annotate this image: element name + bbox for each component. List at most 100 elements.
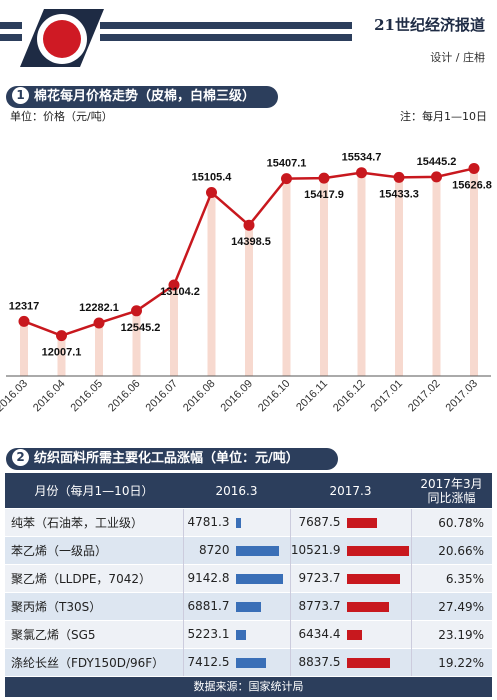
value-2017: 7687.5	[298, 515, 341, 529]
table-row: 纯苯（石油苯，工业级） 4781.3 7687.5 60.78%	[5, 508, 492, 537]
x-tick-label: 2016.09	[219, 378, 256, 415]
value-column	[132, 310, 141, 376]
row-name: 聚乙烯（LLDPE，7042）	[5, 564, 183, 593]
cell-2017: 8773.7	[289, 592, 411, 621]
brand-logo-icon	[20, 9, 104, 67]
data-point	[468, 162, 480, 174]
data-point	[431, 171, 442, 183]
cell-rate: 60.78%	[410, 508, 492, 537]
data-label: 15407.1	[267, 158, 307, 170]
value-2017: 9723.7	[298, 571, 341, 585]
data-point	[131, 305, 142, 317]
column-header-2017: 2017.3	[290, 473, 411, 509]
cell-2017: 7687.5	[289, 508, 411, 537]
bar-2016	[235, 658, 266, 668]
bar-2017	[346, 546, 409, 556]
bar-2016	[235, 546, 279, 556]
value-2016: 9142.8	[187, 571, 230, 585]
x-tick-label: 2016.07	[144, 378, 181, 415]
section-title-price-trend: 1 棉花每月价格走势（皮棉，白棉三级）	[6, 86, 278, 108]
bar-2016	[235, 574, 283, 584]
data-label: 15417.9	[304, 189, 344, 201]
cell-2016: 5223.1	[182, 620, 290, 649]
data-point	[243, 219, 255, 231]
column-header-2016: 2016.3	[183, 473, 290, 509]
value-2016: 7412.5	[187, 655, 230, 669]
x-tick-label: 2017.02	[406, 378, 443, 415]
header: 21世纪经济报道 设计 / 庄枏	[0, 0, 497, 72]
bar-2016	[235, 602, 261, 612]
cell-rate: 20.66%	[410, 536, 492, 565]
value-2016: 6881.7	[187, 599, 230, 613]
value-column	[57, 335, 66, 376]
x-tick-label: 2016.04	[31, 378, 68, 415]
value-column	[20, 321, 28, 376]
section-title-chemicals: 2 纺织面料所需主要化工品涨幅（单位：元/吨）	[6, 448, 338, 470]
cell-rate: 23.19%	[410, 620, 492, 649]
column-header-rate: 2017年3月 同比涨幅	[411, 473, 492, 509]
chart-note: 注：每月1—10日	[400, 110, 487, 123]
value-column	[207, 192, 216, 376]
header-stripe	[100, 22, 352, 29]
row-name: 聚氯乙烯（SG5	[5, 620, 183, 649]
data-label: 14398.5	[231, 236, 271, 248]
cell-2017: 9723.7	[289, 564, 411, 593]
x-tick-label: 2016.12	[331, 378, 368, 415]
value-column	[170, 284, 178, 376]
brand-name: 21世纪经济报道	[374, 16, 485, 34]
value-2016: 8720	[198, 543, 230, 557]
data-label: 13104.2	[160, 286, 200, 298]
value-column	[95, 322, 103, 376]
section-number: 1	[12, 87, 29, 104]
row-name: 涤纶长丝（FDY150D/96F）	[5, 648, 183, 676]
bar-2017	[346, 630, 362, 640]
data-label: 15626.8	[452, 179, 492, 191]
cell-2016: 7412.5	[182, 648, 290, 676]
row-name: 苯乙烯（一级品）	[5, 536, 183, 565]
table-row: 聚丙烯（T30S） 6881.7 8773.7 27.49%	[5, 592, 492, 621]
x-tick-label: 2016.05	[69, 378, 106, 415]
value-column	[282, 178, 291, 376]
table-row: 聚乙烯（LLDPE，7042） 9142.8 9723.7 6.35%	[5, 564, 492, 593]
section-title-text: 纺织面料所需主要化工品涨幅（单位：元/吨）	[34, 451, 299, 466]
value-column	[470, 168, 478, 376]
data-label: 15534.7	[342, 152, 382, 164]
value-2017: 8773.7	[298, 599, 341, 613]
cell-rate: 19.22%	[410, 648, 492, 676]
value-column	[395, 177, 403, 376]
cell-2016: 9142.8	[182, 564, 290, 593]
data-point	[281, 173, 292, 185]
data-point	[56, 330, 67, 342]
value-2016: 4781.3	[187, 515, 230, 529]
row-name: 纯苯（石油苯，工业级）	[5, 508, 183, 537]
data-label: 12282.1	[79, 302, 119, 314]
cell-2016: 4781.3	[182, 508, 290, 537]
value-column	[432, 176, 441, 376]
column-header-rate-line2: 同比涨幅	[427, 490, 476, 505]
x-tick-label: 2017.03	[444, 378, 481, 415]
section-title-text: 棉花每月价格走势（皮棉，白棉三级）	[34, 89, 256, 104]
table-row: 聚氯乙烯（SG5 5223.1 6434.4 23.19%	[5, 620, 492, 649]
value-column	[357, 172, 366, 376]
data-point	[93, 317, 105, 329]
data-point	[318, 172, 330, 184]
cell-rate: 27.49%	[410, 592, 492, 621]
cell-2017: 8837.5	[289, 648, 411, 676]
x-tick-label: 2016.06	[106, 378, 143, 415]
x-tick-label: 2016.03	[0, 378, 30, 415]
section-number: 2	[12, 449, 29, 466]
data-label: 12007.1	[42, 347, 82, 359]
cell-2017: 6434.4	[289, 620, 411, 649]
bar-2017	[346, 658, 390, 668]
header-stripe	[0, 22, 22, 29]
data-point	[168, 279, 180, 291]
cell-2017: 10521.9	[289, 536, 411, 565]
x-tick-label: 2017.01	[369, 378, 406, 415]
data-label: 12545.2	[121, 322, 161, 334]
designer-credit: 设计 / 庄枏	[430, 51, 485, 64]
value-column	[320, 178, 328, 376]
data-point	[18, 315, 30, 327]
data-point	[206, 187, 217, 199]
chemicals-table: 月份（每月1—10日） 2016.3 2017.3 2017年3月 同比涨幅 纯苯…	[5, 473, 492, 676]
